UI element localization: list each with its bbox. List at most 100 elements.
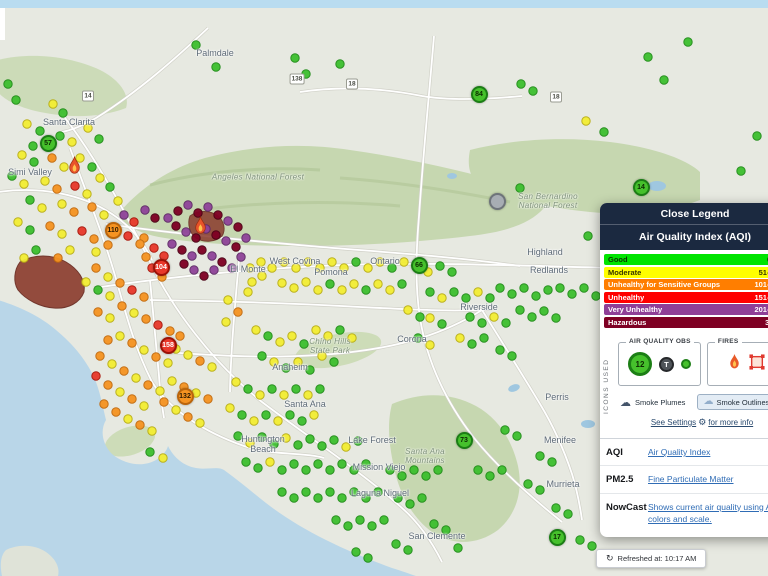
- aqi-dot[interactable]: [501, 318, 511, 328]
- aqi-monitor[interactable]: 73: [455, 431, 473, 449]
- aqi-dot[interactable]: [141, 252, 151, 262]
- aqi-dot[interactable]: [415, 312, 425, 322]
- aqi-dot[interactable]: [313, 493, 323, 503]
- aqi-dot[interactable]: [375, 257, 385, 267]
- aqi-dot[interactable]: [22, 119, 32, 129]
- aqi-dot[interactable]: [77, 226, 87, 236]
- aqi-dot[interactable]: [127, 394, 137, 404]
- aqi-dot[interactable]: [11, 95, 21, 105]
- aqi-dot[interactable]: [531, 291, 541, 301]
- aqi-dot[interactable]: [579, 283, 589, 293]
- aqi-dot[interactable]: [127, 285, 137, 295]
- aqi-dot[interactable]: [421, 471, 431, 481]
- aqi-dot[interactable]: [349, 487, 359, 497]
- aqi-dot[interactable]: [181, 227, 191, 237]
- aqi-dot[interactable]: [83, 123, 93, 133]
- aqi-dot[interactable]: [91, 247, 101, 257]
- aqi-dot[interactable]: [379, 515, 389, 525]
- aqi-dot[interactable]: [335, 325, 345, 335]
- aqi-dot[interactable]: [70, 181, 80, 191]
- aqi-dot[interactable]: [353, 436, 363, 446]
- aqi-dot[interactable]: [281, 433, 291, 443]
- aqi-dot[interactable]: [35, 126, 45, 136]
- aqi-dot[interactable]: [217, 257, 227, 267]
- aqi-dot[interactable]: [265, 457, 275, 467]
- aqi-dot[interactable]: [94, 134, 104, 144]
- aqi-dot[interactable]: [177, 245, 187, 255]
- aqi-dot[interactable]: [209, 265, 219, 275]
- aqi-dot[interactable]: [58, 108, 68, 118]
- aqi-dot[interactable]: [167, 376, 177, 386]
- aqi-dot[interactable]: [17, 150, 27, 160]
- aqi-monitor[interactable]: 104: [152, 258, 170, 276]
- aqi-dot[interactable]: [643, 52, 653, 62]
- aqi-dot[interactable]: [111, 407, 121, 417]
- aqi-dot[interactable]: [429, 519, 439, 529]
- aqi-dot[interactable]: [129, 217, 139, 227]
- aqi-dot[interactable]: [227, 263, 237, 273]
- aqi-dot[interactable]: [25, 225, 35, 235]
- aqi-dot[interactable]: [393, 493, 403, 503]
- aqi-dot[interactable]: [317, 351, 327, 361]
- aqi-dot[interactable]: [231, 377, 241, 387]
- aqi-dot[interactable]: [211, 62, 221, 72]
- aqi-dot[interactable]: [349, 465, 359, 475]
- aqi-dot[interactable]: [135, 420, 145, 430]
- aqi-dot[interactable]: [13, 217, 23, 227]
- aqi-dot[interactable]: [139, 345, 149, 355]
- aqi-dot[interactable]: [195, 418, 205, 428]
- aqi-dot[interactable]: [211, 230, 221, 240]
- aqi-dot[interactable]: [105, 313, 115, 323]
- aqi-monitor[interactable]: 84: [470, 85, 488, 103]
- aqi-dot[interactable]: [329, 435, 339, 445]
- aqi-dot[interactable]: [95, 351, 105, 361]
- aqi-dot[interactable]: [435, 261, 445, 271]
- aqi-dot[interactable]: [599, 127, 609, 137]
- aqi-dot[interactable]: [301, 465, 311, 475]
- aqi-monitor[interactable]: [488, 192, 506, 210]
- aqi-dot[interactable]: [55, 131, 65, 141]
- aqi-dot[interactable]: [57, 229, 67, 239]
- aqi-dot[interactable]: [736, 166, 746, 176]
- aqi-dot[interactable]: [325, 279, 335, 289]
- aqi-dot[interactable]: [317, 441, 327, 451]
- aqi-dot[interactable]: [233, 431, 243, 441]
- aqi-dot[interactable]: [139, 401, 149, 411]
- aqi-dot[interactable]: [331, 515, 341, 525]
- glossary-definition-link[interactable]: Shows current air quality using AQI colo…: [648, 501, 768, 524]
- aqi-dot[interactable]: [289, 283, 299, 293]
- aqi-dot[interactable]: [539, 306, 549, 316]
- aqi-dot[interactable]: [245, 438, 255, 448]
- aqi-dot[interactable]: [105, 291, 115, 301]
- aqi-dot[interactable]: [273, 416, 283, 426]
- aqi-dot[interactable]: [251, 325, 261, 335]
- aqi-dot[interactable]: [221, 236, 231, 246]
- aqi-dot[interactable]: [59, 162, 69, 172]
- aqi-dot[interactable]: [325, 487, 335, 497]
- aqi-dot[interactable]: [255, 390, 265, 400]
- aqi-dot[interactable]: [145, 447, 155, 457]
- aqi-dot[interactable]: [191, 40, 201, 50]
- aqi-dot[interactable]: [89, 234, 99, 244]
- aqi-dot[interactable]: [29, 157, 39, 167]
- aqi-dot[interactable]: [433, 465, 443, 475]
- aqi-dot[interactable]: [355, 515, 365, 525]
- aqi-dot[interactable]: [103, 272, 113, 282]
- aqi-dot[interactable]: [659, 75, 669, 85]
- aqi-dot[interactable]: [263, 331, 273, 341]
- aqi-dot[interactable]: [515, 183, 525, 193]
- aqi-dot[interactable]: [301, 277, 311, 287]
- aqi-dot[interactable]: [551, 313, 561, 323]
- aqi-dot[interactable]: [413, 333, 423, 343]
- aqi-dot[interactable]: [315, 384, 325, 394]
- aqi-dot[interactable]: [507, 289, 517, 299]
- aqi-dot[interactable]: [361, 493, 371, 503]
- aqi-dot[interactable]: [289, 493, 299, 503]
- aqi-dot[interactable]: [163, 213, 173, 223]
- aqi-dot[interactable]: [173, 206, 183, 216]
- aqi-dot[interactable]: [189, 265, 199, 275]
- aqi-dot[interactable]: [3, 79, 13, 89]
- aqi-dot[interactable]: [397, 279, 407, 289]
- aqi-dot[interactable]: [150, 213, 160, 223]
- aqi-dot[interactable]: [437, 319, 447, 329]
